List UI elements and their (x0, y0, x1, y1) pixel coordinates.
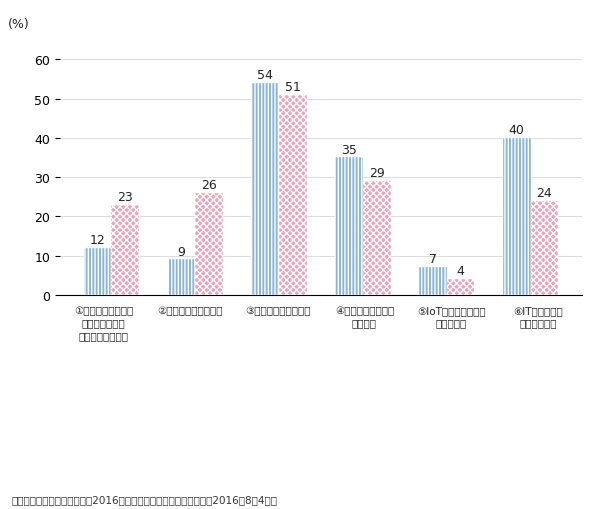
Text: 7: 7 (429, 253, 437, 266)
Text: ⑤IoT、ビッグデータ
活用のため: ⑤IoT、ビッグデータ 活用のため (417, 305, 486, 328)
Bar (195, 193, 223, 295)
Bar (167, 260, 195, 295)
Bar (419, 268, 447, 295)
Text: 40: 40 (509, 124, 525, 136)
Text: ①マイナンバー制度
導入等の外的な
制度改正への対応: ①マイナンバー制度 導入等の外的な 制度改正への対応 (74, 305, 133, 340)
Text: (%): (%) (8, 18, 29, 31)
Text: 9: 9 (178, 245, 185, 258)
Text: ⑥IT化の進展で
傾向的に増加: ⑥IT化の進展で 傾向的に増加 (514, 305, 563, 328)
Text: 12: 12 (89, 233, 106, 246)
Text: 23: 23 (118, 190, 133, 203)
Text: ③省力化や生産性向上: ③省力化や生産性向上 (245, 305, 310, 316)
Bar (335, 158, 363, 295)
Text: ②顧客サービスの向上: ②顧客サービスの向上 (158, 305, 223, 316)
Text: 54: 54 (257, 69, 273, 82)
Bar (84, 248, 112, 295)
Text: 24: 24 (536, 186, 553, 200)
Bar (503, 138, 530, 295)
Bar (363, 182, 391, 295)
Bar (447, 279, 475, 295)
Text: 26: 26 (201, 179, 217, 191)
Text: 35: 35 (341, 143, 357, 156)
Text: 4: 4 (457, 265, 464, 277)
Text: ④情報セキュリティ
対策強化: ④情報セキュリティ 対策強化 (335, 305, 394, 328)
Bar (251, 84, 279, 295)
Text: 51: 51 (285, 80, 301, 94)
Text: （出典）日本政策投賄銀行「2016年度設備投賄計画調査の概要」（2016年8月4日）: （出典）日本政策投賄銀行「2016年度設備投賄計画調査の概要」（2016年8月4… (12, 494, 278, 504)
Text: 29: 29 (369, 167, 385, 180)
Bar (112, 205, 139, 295)
Bar (279, 96, 307, 295)
Bar (530, 201, 558, 295)
